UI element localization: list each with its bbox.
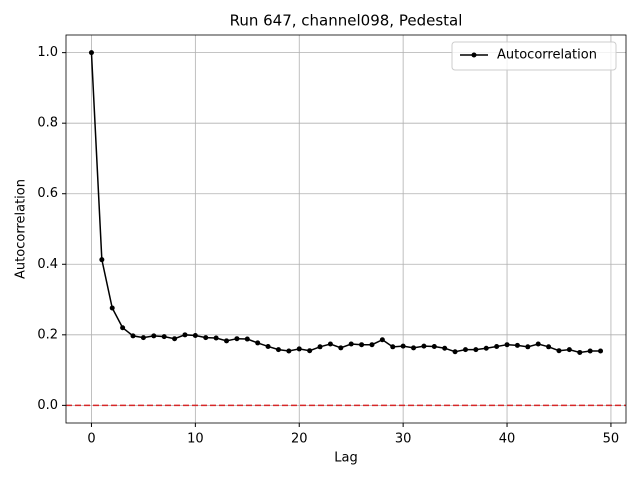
y-tick-label: 0.4 <box>37 257 58 272</box>
marker <box>514 342 520 348</box>
marker <box>566 347 572 353</box>
marker <box>546 344 552 350</box>
x-tick-label: 40 <box>499 432 516 447</box>
marker <box>234 336 240 342</box>
marker <box>213 335 219 341</box>
marker <box>182 332 188 338</box>
marker <box>359 342 365 348</box>
marker <box>504 342 510 348</box>
marker <box>494 343 500 349</box>
marker <box>286 348 292 354</box>
y-tick-label: 0.0 <box>37 398 58 413</box>
marker <box>577 349 583 355</box>
marker <box>327 341 333 347</box>
marker <box>255 340 261 346</box>
x-tick-label: 10 <box>187 432 204 447</box>
marker <box>390 344 396 350</box>
marker <box>483 345 489 351</box>
y-tick-label: 1.0 <box>37 45 58 60</box>
marker <box>120 325 126 331</box>
marker <box>140 335 146 341</box>
plot-frame <box>65 34 627 424</box>
marker <box>151 333 157 339</box>
marker <box>161 334 167 340</box>
x-tick-label: 50 <box>603 432 620 447</box>
marker <box>338 345 344 351</box>
marker <box>535 341 541 347</box>
marker <box>473 347 479 353</box>
marker <box>379 337 385 343</box>
marker <box>109 305 115 311</box>
marker <box>452 349 458 355</box>
marker <box>307 348 313 354</box>
legend-marker <box>471 52 477 58</box>
marker <box>172 336 178 342</box>
y-axis-label: Autocorrelation <box>14 179 29 279</box>
marker <box>296 346 302 352</box>
marker <box>130 333 136 339</box>
marker <box>598 348 604 354</box>
marker <box>265 343 271 349</box>
marker <box>587 348 593 354</box>
x-tick-label: 30 <box>395 432 412 447</box>
marker <box>203 335 209 341</box>
x-tick-label: 20 <box>291 432 308 447</box>
legend-box <box>451 41 617 71</box>
marker <box>442 345 448 351</box>
marker <box>244 336 250 342</box>
chart-title: Run 647, channel098, Pedestal <box>230 12 463 30</box>
y-tick-label: 0.6 <box>37 186 58 201</box>
marker <box>462 347 468 353</box>
marker <box>224 338 230 344</box>
x-tick-label: 0 <box>87 432 95 447</box>
marker <box>400 343 406 349</box>
marker <box>192 333 198 339</box>
marker <box>411 345 417 351</box>
marker <box>99 257 105 263</box>
marker <box>369 342 375 348</box>
marker <box>421 343 427 349</box>
marker <box>88 50 94 56</box>
marker <box>275 347 281 353</box>
y-tick-label: 0.8 <box>37 116 58 131</box>
marker <box>556 348 562 354</box>
legend-label: Autocorrelation <box>497 48 597 63</box>
marker <box>348 341 354 347</box>
marker <box>317 344 323 350</box>
y-tick-label: 0.2 <box>37 327 58 342</box>
marker <box>431 343 437 349</box>
x-axis-label: Lag <box>334 451 357 466</box>
marker <box>525 344 531 350</box>
